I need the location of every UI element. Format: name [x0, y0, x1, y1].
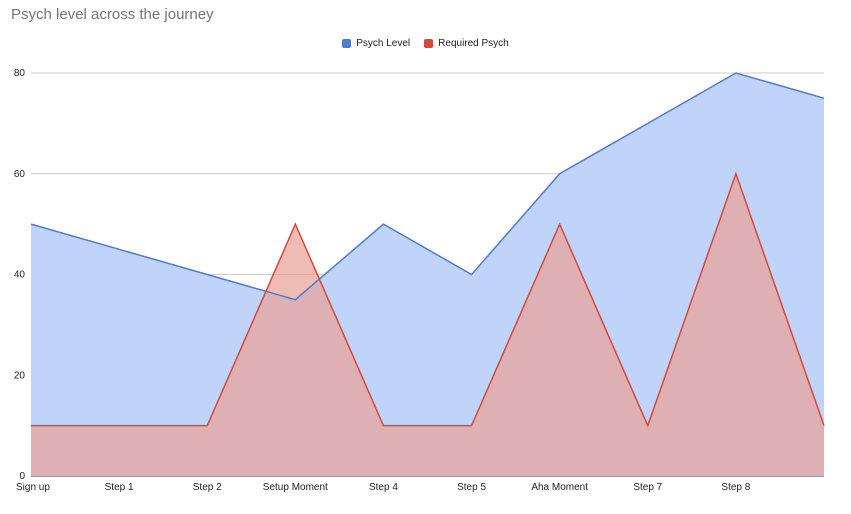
x-tick-label-8: Step 8 [721, 482, 750, 493]
legend-swatch-required-psych [424, 39, 434, 48]
series-line-0 [30, 72, 825, 301]
x-tick-label-5: Step 5 [457, 482, 486, 493]
series-line-1 [31, 171, 825, 428]
x-tick-label-7: Step 7 [633, 482, 662, 493]
y-tick-label-0: 0 [19, 471, 25, 482]
series-area-1 [31, 173, 824, 476]
legend-swatch-psych-level [342, 39, 352, 48]
legend-item-psych-level[interactable]: Psych Level [342, 38, 410, 49]
chart-title: Psych level across the journey [11, 6, 214, 23]
y-tick-label-20: 20 [14, 370, 26, 381]
x-tick-label-3: Setup Moment [263, 482, 328, 493]
x-tick-label-0: Sign up [16, 482, 50, 493]
x-tick-label-2: Step 2 [193, 482, 222, 493]
legend: Psych Level Required Psych [0, 38, 851, 49]
legend-label-psych-level: Psych Level [356, 38, 411, 49]
legend-label-required-psych: Required Psych [438, 38, 509, 49]
y-tick-label-80: 80 [14, 68, 26, 79]
x-tick-label-4: Step 4 [369, 482, 398, 493]
x-tick-label-1: Step 1 [105, 482, 134, 493]
x-tick-label-6: Aha Moment [531, 482, 588, 493]
y-tick-label-40: 40 [14, 270, 26, 281]
y-tick-label-60: 60 [14, 169, 26, 180]
legend-item-required-psych[interactable]: Required Psych [424, 38, 509, 49]
